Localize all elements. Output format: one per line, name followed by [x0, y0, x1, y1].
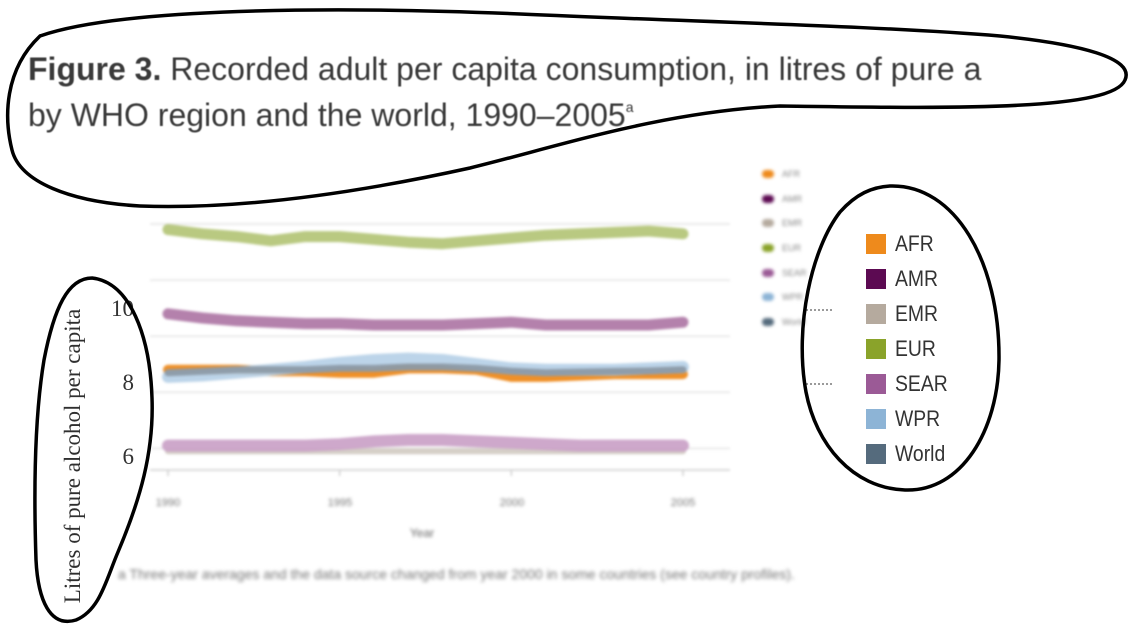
title-footnote-marker: a — [625, 99, 634, 115]
legend-small-item-wpr: WPR — [762, 285, 807, 310]
legend-small-item-emr: EMR — [762, 211, 807, 236]
legend-item-sear: SEAR — [866, 366, 955, 401]
legend-small-item-afr: AFR — [762, 162, 807, 187]
legend-small-item-amr: AMR — [762, 187, 807, 212]
legend-item-world: World — [866, 436, 955, 471]
legend-small-swatch — [762, 317, 774, 326]
series-line-world — [164, 363, 687, 377]
series-line-eur — [162, 224, 689, 250]
figure-label: Figure 3. — [28, 51, 162, 87]
legend-swatch — [866, 303, 886, 324]
legend-swatch — [866, 233, 886, 254]
series-lines — [162, 224, 689, 455]
legend-leader-line — [806, 309, 832, 311]
y-axis-label: Litres of pure alcohol per capita — [60, 308, 85, 604]
legend-swatch — [866, 408, 886, 429]
legend-swatch — [866, 338, 886, 359]
legend-swatch — [866, 268, 886, 289]
legend-small-swatch — [762, 170, 774, 179]
title-text-2: by WHO region and the world, 1990–2005 — [28, 97, 626, 133]
legend-label: EMR — [895, 300, 939, 326]
x-tick-label-2000: 2000 — [499, 497, 525, 509]
legend-leader-line — [806, 383, 832, 385]
legend-item-emr: EMR — [866, 296, 955, 331]
legend-small-label: EMR — [782, 218, 802, 229]
legend-small-item-sear: SEAR — [762, 260, 807, 285]
legend-item-wpr: WPR — [866, 401, 955, 436]
x-tick-label-1995: 1995 — [327, 497, 353, 509]
legend-small-label: World — [782, 316, 806, 327]
x-axis — [150, 469, 730, 476]
y-tick-label-8: 8 — [122, 370, 135, 395]
legend-small-swatch — [762, 244, 774, 253]
legend-small-swatch — [762, 194, 774, 203]
legend-small-label: WPR — [782, 292, 803, 303]
legend-small-swatch — [762, 268, 774, 277]
figure-title: Figure 3. Recorded adult per capita cons… — [28, 46, 1131, 138]
legend-swatch — [866, 373, 886, 394]
legend-label: AMR — [895, 265, 939, 291]
x-tick-label-1990: 1990 — [155, 497, 181, 509]
title-text-1: Recorded adult per capita consumption, i… — [170, 51, 982, 87]
legend-label: SEAR — [895, 370, 948, 396]
legend-small-item-eur: EUR — [762, 236, 807, 261]
legend-item-afr: AFR — [866, 226, 955, 261]
legend-small-label: AFR — [782, 169, 800, 180]
legend: AFR AMR EMR EUR SEAR WPR World — [866, 226, 955, 471]
legend-small-swatch — [762, 219, 774, 228]
legend-item-amr: AMR — [866, 261, 955, 296]
legend-small-label: EUR — [782, 243, 802, 254]
legend-label: World — [895, 440, 946, 466]
x-tick-label-2005: 2005 — [670, 497, 696, 509]
y-tick-label-10: 10 — [111, 296, 134, 321]
legend-small-label: AMR — [782, 193, 802, 204]
legend-small-item-world: World — [762, 310, 807, 335]
legend-small-swatch — [762, 293, 774, 302]
figure-footnote: a Three-year averages and the data sourc… — [118, 566, 795, 582]
series-line-sear — [162, 434, 689, 452]
legend-label: EUR — [895, 335, 936, 361]
y-tick-label-6: 6 — [122, 444, 135, 469]
legend-label: WPR — [895, 405, 941, 431]
legend-swatch — [866, 443, 886, 464]
gridlines — [150, 223, 730, 450]
x-axis-label: Year — [409, 526, 435, 540]
legend-small-label: SEAR — [782, 267, 807, 278]
series-line-amr — [162, 308, 689, 331]
legend-label: AFR — [895, 230, 934, 256]
title-line-2: by WHO region and the world, 1990–2005a — [28, 92, 1131, 138]
legend-original-small: AFR AMR EMR EUR SEAR WPR World — [762, 162, 807, 334]
title-line-1: Figure 3. Recorded adult per capita cons… — [28, 46, 1131, 92]
legend-item-eur: EUR — [866, 331, 955, 366]
